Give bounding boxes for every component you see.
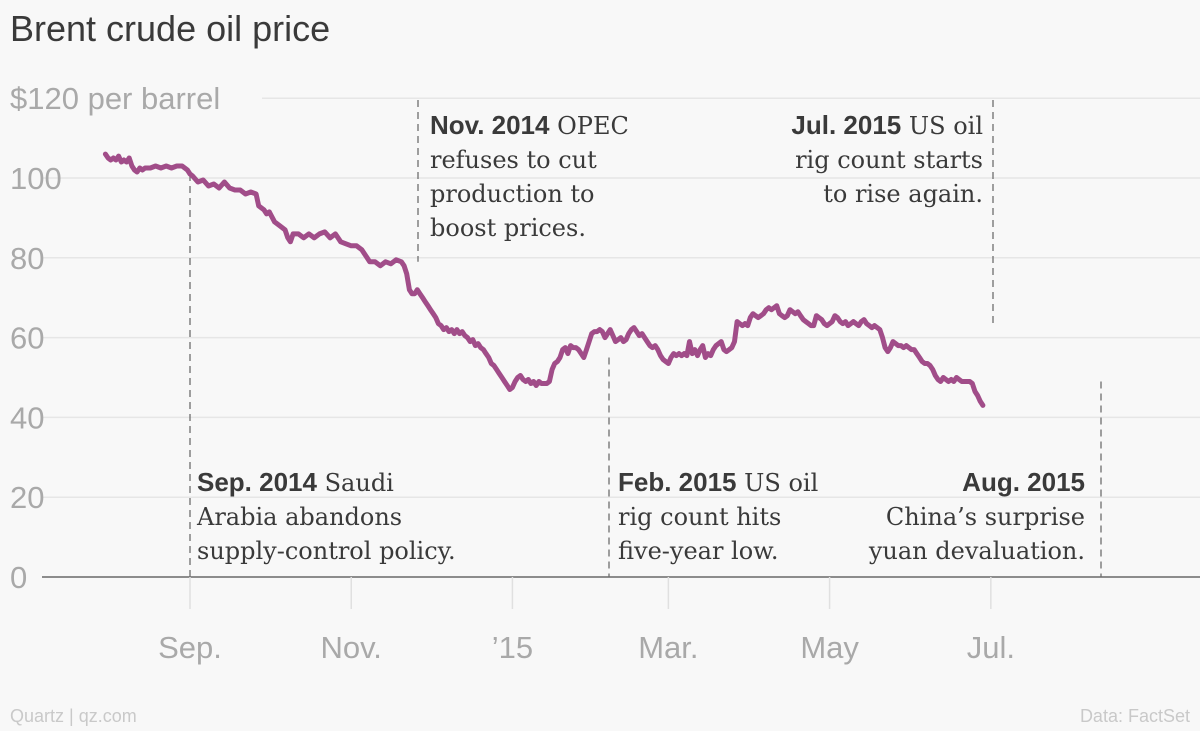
y-tick-label: 40 (10, 400, 44, 435)
price-line (102, 151, 986, 408)
annotation-line-text: US oil (737, 469, 819, 497)
annotation-date: Aug. 2015 (962, 467, 1085, 497)
annotation-line-text: supply-control policy. (197, 537, 456, 565)
x-tick-label: Jul. (967, 630, 1015, 665)
y-axis-ticks: 0 20 40 60 80 100 $120 per barrel (10, 81, 220, 595)
annotation-line-text: rig count hits (618, 503, 781, 531)
x-tick-label: Nov. (320, 630, 381, 665)
y-tick-label: 20 (10, 480, 44, 515)
annotation-line-text: US oil (901, 112, 983, 140)
annotation-line-text: rig count starts (795, 146, 983, 174)
annotation-line-text: yuan devaluation. (868, 537, 1085, 565)
annotations: Sep. 2014 Saudi Arabia abandons supply-con… (196, 110, 1085, 565)
line-chart: 0 20 40 60 80 100 $120 per barrel Sep. Nov. ’15 M… (10, 81, 1200, 665)
annotation-text: Nov. 2014 OPEC refuses to cut production t… (430, 110, 629, 242)
annotation-line-text: China’s surprise (886, 503, 1085, 531)
annotation-line-text: OPEC (549, 112, 628, 140)
y-tick-label: 100 (10, 161, 62, 196)
annotation-date: Jul. 2015 (791, 110, 901, 140)
series-layer (102, 151, 986, 408)
annotation-text: Sep. 2014 Saudi Arabia abandons supply-con… (196, 467, 456, 565)
annotation-line-text: boost prices. (430, 214, 586, 242)
x-tick-label: ’15 (492, 630, 533, 665)
annotation-date: Feb. 2015 (618, 467, 737, 497)
footer-credit: Quartz | qz.com (10, 706, 137, 726)
annotation-line-text: refuses to cut (430, 146, 597, 174)
x-tick-label: Mar. (638, 630, 698, 665)
annotation-date: Nov. 2014 (430, 110, 550, 140)
annotation-lines (189, 100, 1102, 577)
y-tick-label: 60 (10, 321, 44, 356)
annotation-date: Sep. 2014 (197, 467, 318, 497)
annotation-line-text: production to (430, 180, 595, 208)
footer-source: Data: FactSet (1079, 706, 1190, 726)
y-tick-label: 80 (10, 241, 44, 276)
x-tick-label: Sep. (158, 630, 222, 665)
annotation-line-text: Saudi (317, 469, 394, 497)
chart-title: Brent crude oil price (10, 8, 331, 49)
x-tick-label: May (800, 630, 859, 665)
x-axis-ticks: Sep. Nov. ’15 Mar. May Jul. (158, 577, 1015, 665)
annotation-text: Aug. 2015 China’s surprise yuan devaluatio… (868, 467, 1085, 565)
annotation-text: Feb. 2015 US oil rig count hits five-year … (618, 467, 818, 565)
annotation-line-text: five-year low. (618, 537, 779, 565)
annotation-text: Jul. 2015 US oil rig count starts to rise … (791, 110, 983, 208)
annotation-line-text: to rise again. (823, 180, 983, 208)
y-tick-label: 0 (10, 560, 27, 595)
gridlines (42, 97, 1200, 578)
annotation-line-text: Arabia abandons (196, 503, 402, 531)
y-axis-unit-label: $120 per barrel (10, 81, 220, 116)
